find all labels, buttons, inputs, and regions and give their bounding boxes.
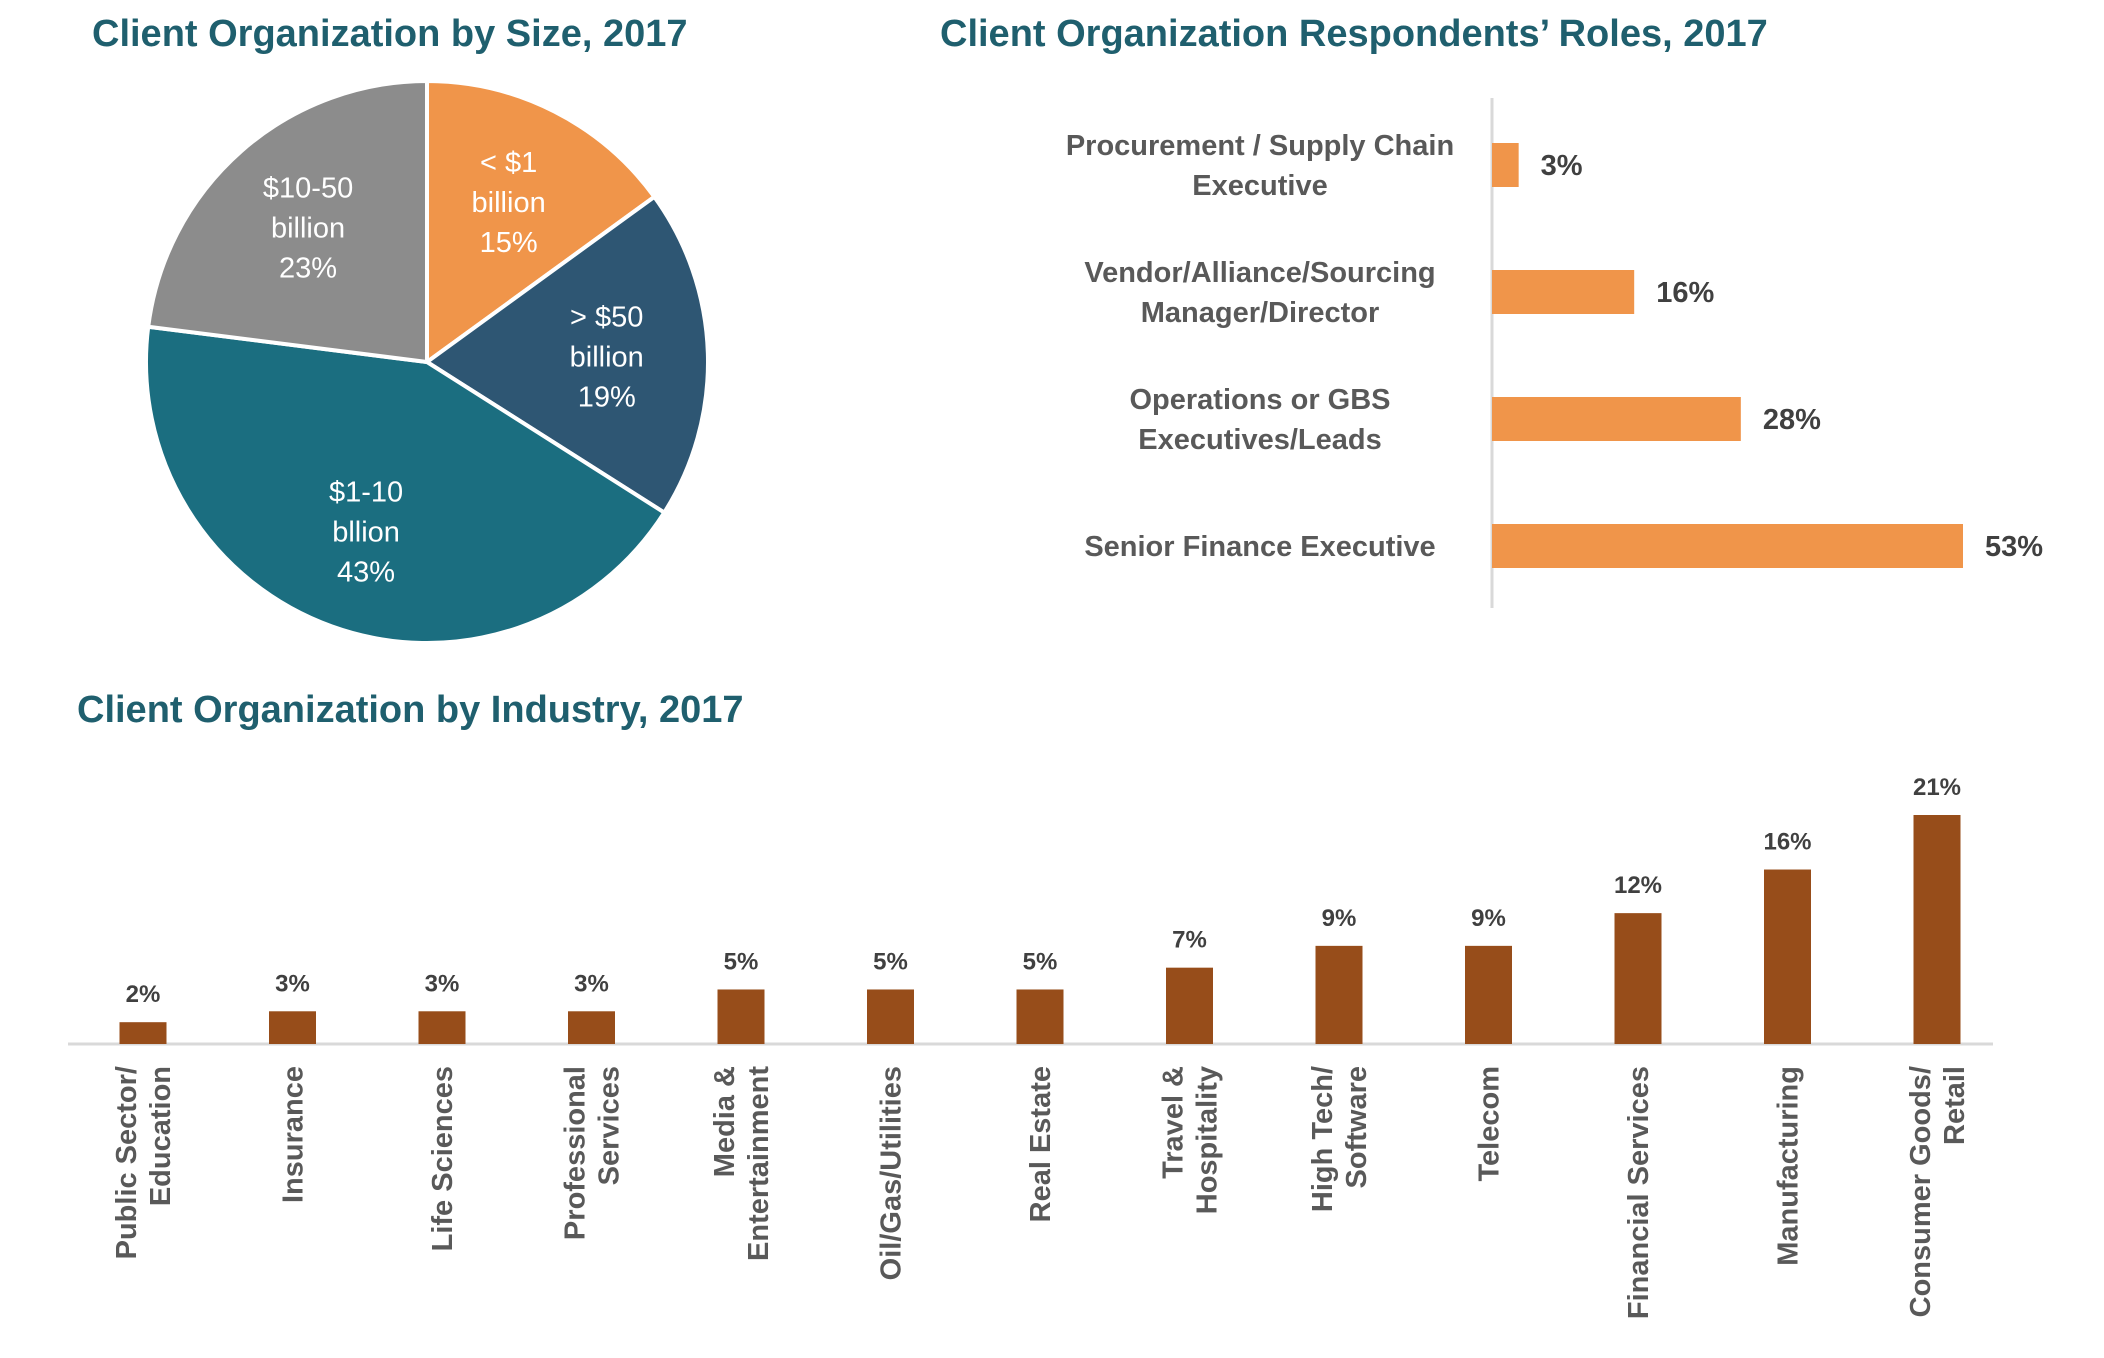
roles-value-label: 16%	[1656, 277, 1714, 309]
industry-chart-title: Client Organization by Industry, 2017	[77, 689, 744, 731]
industry-bar	[269, 1011, 316, 1044]
industry-value-label: 9%	[1471, 905, 1506, 932]
industry-category-label: Real Estate	[1025, 1066, 1057, 1222]
industry-value-label: 5%	[873, 948, 908, 975]
roles-category-label: Operations or GBS Executives/Leads	[1129, 384, 1390, 456]
industry-bar	[867, 989, 914, 1044]
industry-category-label: ProfessionalServices	[560, 1066, 626, 1240]
roles-category-label: Vendor/Alliance/Sourcing Manager/Director	[1084, 257, 1435, 329]
industry-category-label: Media &Entertainment	[709, 1066, 775, 1261]
industry-value-label: 9%	[1322, 905, 1357, 932]
industry-value-label: 7%	[1172, 927, 1207, 954]
industry-bar	[568, 1011, 615, 1044]
industry-value-label: 2%	[126, 981, 161, 1008]
industry-bar	[1166, 967, 1213, 1044]
industry-bar	[1465, 945, 1512, 1044]
pie-chart-title: Client Organization by Size, 2017	[92, 13, 688, 55]
roles-value-label: 53%	[1985, 531, 2043, 563]
industry-value-label: 12%	[1614, 872, 1662, 899]
industry-bar	[119, 1022, 167, 1044]
pie-slice	[423, 194, 710, 516]
pie-slice-label: $10-50 billion 23%	[263, 172, 353, 284]
industry-value-label: 5%	[724, 948, 759, 975]
industry-value-label: 3%	[425, 970, 460, 997]
industry-category-label: Oil/Gas/Utilities	[876, 1066, 908, 1280]
pie-slice-label: $1-10 bllion 43%	[329, 476, 403, 588]
industry-bar	[717, 989, 765, 1044]
industry-category-label: Travel &Hospitality	[1158, 1066, 1224, 1214]
industry-category-label: Financial Services	[1623, 1066, 1655, 1319]
industry-value-label: 16%	[1763, 829, 1811, 856]
roles-bar	[1492, 143, 1519, 187]
industry-value-label: 21%	[1913, 774, 1961, 801]
roles-category-label: Procurement / Supply Chain Executive	[1066, 130, 1454, 202]
roles-chart-title: Client Organization Respondents’ Roles, …	[940, 13, 1768, 55]
industry-category-label: Telecom	[1474, 1066, 1506, 1182]
industry-value-label: 5%	[1023, 948, 1058, 975]
pie-slice	[425, 78, 658, 366]
pie-slice-label: > $50 billion 19%	[570, 302, 644, 414]
industry-bar	[1764, 869, 1811, 1044]
roles-bar	[1492, 524, 1963, 568]
pie-slice	[144, 324, 668, 645]
industry-bar	[1614, 913, 1662, 1044]
industry-bar	[1016, 989, 1064, 1044]
roles-bar	[1492, 270, 1635, 314]
pie-slice-label: < $1 billion 15%	[472, 147, 546, 259]
industry-bar	[418, 1011, 466, 1044]
industry-value-label: 3%	[275, 970, 310, 997]
industry-category-label: Public Sector/Education	[111, 1066, 177, 1259]
industry-category-label: Manufacturing	[1773, 1066, 1805, 1266]
pie-slice	[145, 78, 429, 365]
industry-bar	[1315, 945, 1363, 1044]
industry-category-label: Life Sciences	[427, 1066, 459, 1251]
industry-category-label: High Tech/Software	[1307, 1066, 1373, 1212]
roles-category-label: Senior Finance Executive	[1084, 531, 1435, 563]
roles-value-label: 28%	[1763, 404, 1821, 436]
industry-category-label: Consumer Goods/Retail	[1905, 1066, 1971, 1317]
industry-bar	[1913, 815, 1961, 1044]
roles-value-label: 3%	[1541, 150, 1583, 182]
industry-category-label: Insurance	[278, 1066, 310, 1203]
roles-bar	[1492, 397, 1741, 441]
industry-value-label: 3%	[574, 970, 609, 997]
